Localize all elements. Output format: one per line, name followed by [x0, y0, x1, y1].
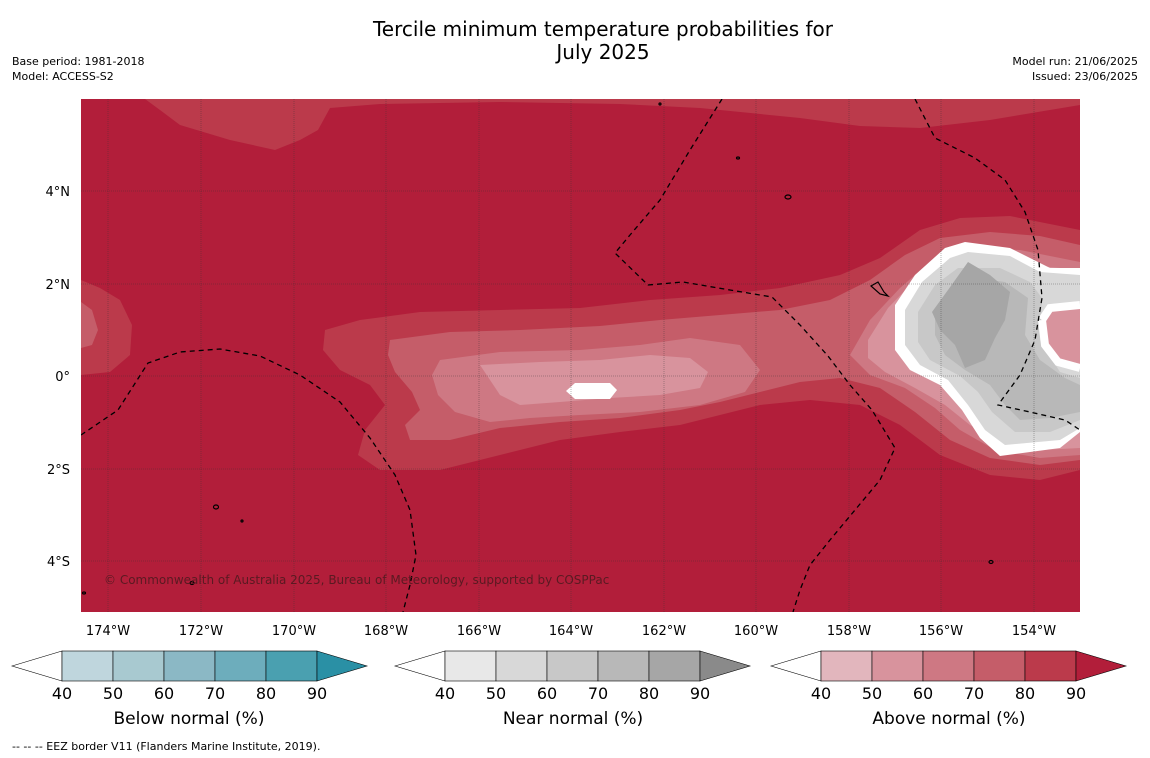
colorbar-tick: 60 [913, 684, 933, 703]
colorbar-tick: 50 [862, 684, 882, 703]
colorbar-tick: 90 [307, 684, 327, 703]
contour-near-80 [932, 262, 1010, 368]
lon-tick: 170°W [272, 624, 316, 639]
colorbar-tick: 40 [811, 684, 831, 703]
model-text: Model: ACCESS-S2 [12, 70, 114, 83]
lon-tick: 168°W [364, 624, 408, 639]
colorbar-segment [163, 650, 216, 682]
colorbar-segment [444, 650, 497, 682]
colorbar-extend-low [10, 650, 63, 682]
lon-tick: 166°W [457, 624, 501, 639]
colorbar-tick: 90 [1066, 684, 1086, 703]
colorbars: 40 50 60 70 80 90 40 50 60 70 80 90 40 50 60 70 80 90 [10, 650, 1128, 703]
title-line-2: July 2025 [556, 40, 650, 64]
colorbar-segment [112, 650, 165, 682]
colorbar-segment [597, 650, 650, 682]
colorbar-above: 40 50 60 70 80 90 [769, 650, 1128, 703]
issued-text: Issued: 23/06/2025 [1031, 70, 1138, 83]
lon-tick: 162°W [642, 624, 686, 639]
probability-contours: © Commonwealth of Australia 2025, Bureau… [81, 99, 1080, 612]
model-run-text: Model run: 21/06/2025 [1012, 55, 1138, 68]
colorbar-extend-low [769, 650, 822, 682]
copyright-notice: © Commonwealth of Australia 2025, Bureau… [104, 573, 609, 587]
lon-tick: 156°W [919, 624, 963, 639]
eez-borders [81, 99, 1080, 612]
colorbar-segment [820, 650, 873, 682]
colorbar-segment [648, 650, 701, 682]
lon-tick: 172°W [179, 624, 223, 639]
contour-left-80 [81, 280, 132, 375]
colorbar-segment [265, 650, 318, 682]
lon-tick: 164°W [549, 624, 593, 639]
map-title: Tercile minimum temperature probabilitie… [0, 18, 1150, 64]
colorbar-extend-high [699, 650, 752, 682]
colorbar-above-label: Above normal (%) [872, 709, 1026, 729]
colorbar-segment [214, 650, 267, 682]
lat-tick: 4°S [47, 555, 70, 570]
lat-tick: 4°N [46, 185, 71, 200]
colorbar-below: 40 50 60 70 80 90 [10, 650, 369, 703]
colorbar-segment [61, 650, 114, 682]
colorbar-near: 40 50 60 70 80 90 [393, 650, 752, 703]
title-line-1: Tercile minimum temperature probabilitie… [372, 17, 834, 41]
colorbar-extend-low [393, 650, 446, 682]
colorbar-tick: 70 [205, 684, 225, 703]
lon-tick: 154°W [1012, 624, 1056, 639]
colorbar-segment [495, 650, 548, 682]
base-period-text: Base period: 1981-2018 [12, 55, 145, 68]
colorbar-tick: 80 [1015, 684, 1035, 703]
lat-tick: 2°S [47, 463, 70, 478]
meta-left: Base period: 1981-2018 Model: ACCESS-S2 [12, 54, 144, 84]
contour-left-70 [81, 302, 98, 348]
colorbar-below-label: Below normal (%) [113, 709, 265, 729]
colorbar-tick: 60 [154, 684, 174, 703]
colorbar-segment [546, 650, 599, 682]
eez-border-central [614, 99, 896, 612]
lat-tick: 2°N [46, 278, 71, 293]
colorbar-segment [973, 650, 1026, 682]
colorbar-segment [1024, 650, 1077, 682]
colorbar-segment [922, 650, 975, 682]
colorbar-tick: 40 [52, 684, 72, 703]
colorbar-extend-high [316, 650, 369, 682]
colorbar-tick: 80 [256, 684, 276, 703]
lon-tick: 158°W [827, 624, 871, 639]
lon-tick: 174°W [86, 624, 130, 639]
eez-border-west [81, 348, 417, 612]
colorbar-extend-high [1075, 650, 1128, 682]
contour-above-east-edge [1038, 301, 1080, 372]
colorbar-tick: 70 [964, 684, 984, 703]
contour-top-80 [145, 99, 1080, 150]
meta-right: Model run: 21/06/2025 Issued: 23/06/2025 [1012, 54, 1138, 84]
colorbar-tick: 60 [537, 684, 557, 703]
lon-tick: 160°W [734, 624, 778, 639]
lat-tick: 0° [55, 370, 70, 385]
eez-footnote: -- -- -- EEZ border V11 (Flanders Marine… [12, 740, 321, 753]
colorbar-tick: 90 [690, 684, 710, 703]
map-grid [81, 99, 1080, 612]
lat-ticks: 4°N 2°N 0° 2°S 4°S [46, 185, 71, 570]
colorbar-tick: 70 [588, 684, 608, 703]
lon-ticks: 174°W 172°W 170°W 168°W 166°W 164°W 162°… [86, 624, 1056, 639]
colorbar-segment [871, 650, 924, 682]
contour-white-equator [566, 383, 617, 399]
colorbar-tick: 50 [103, 684, 123, 703]
colorbar-near-label: Near normal (%) [502, 709, 644, 729]
colorbar-tick: 50 [486, 684, 506, 703]
colorbar-tick: 80 [639, 684, 659, 703]
islands [81, 102, 994, 595]
colorbar-tick: 40 [435, 684, 455, 703]
